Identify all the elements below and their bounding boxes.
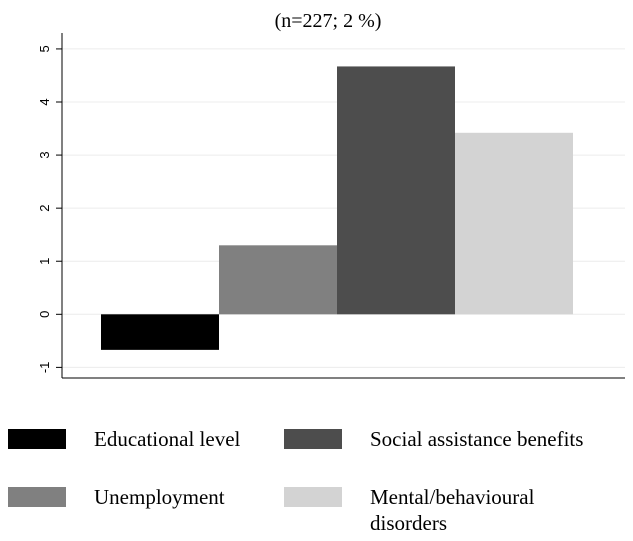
legend: Educational level Social assistance bene… — [0, 420, 633, 541]
legend-item-social-assistance-benefits: Social assistance benefits — [284, 426, 583, 452]
legend-swatch — [8, 429, 66, 449]
bar-educational-level — [101, 314, 219, 350]
legend-swatch — [284, 429, 342, 449]
y-tick-label: 3 — [37, 151, 52, 158]
legend-item-educational-level: Educational level — [8, 426, 244, 452]
legend-label: Social assistance benefits — [370, 427, 584, 451]
chart-subtitle: (n=227; 2 %) — [275, 10, 382, 32]
bar-unemployment — [219, 245, 337, 315]
y-tick-label: 2 — [37, 205, 52, 212]
y-tick-label: 4 — [37, 98, 52, 105]
y-tick-label: 0 — [37, 311, 52, 318]
y-tick-label: -1 — [37, 362, 52, 374]
y-axis: -1 0 1 2 3 4 5 — [37, 33, 625, 379]
bar-mental-behavioural-disorders — [455, 132, 573, 315]
legend-item-mental-behavioural-disorders: Mental/behavioural disorders — [284, 484, 590, 536]
legend-item-unemployment: Unemployment — [8, 484, 225, 510]
bar-chart: (n=227; 2 %) -1 0 1 2 3 4 5 — [37, 10, 625, 379]
legend-label: Mental/behavioural disorders — [370, 485, 535, 535]
legend-swatch — [8, 487, 66, 507]
legend-label: Unemployment — [94, 485, 225, 509]
y-tick-label: 1 — [37, 258, 52, 265]
bars — [101, 66, 573, 350]
legend-swatch — [284, 487, 342, 507]
y-tick-label: 5 — [37, 45, 52, 52]
bar-social-assistance-benefits — [337, 66, 455, 315]
legend-label: Educational level — [94, 427, 241, 451]
